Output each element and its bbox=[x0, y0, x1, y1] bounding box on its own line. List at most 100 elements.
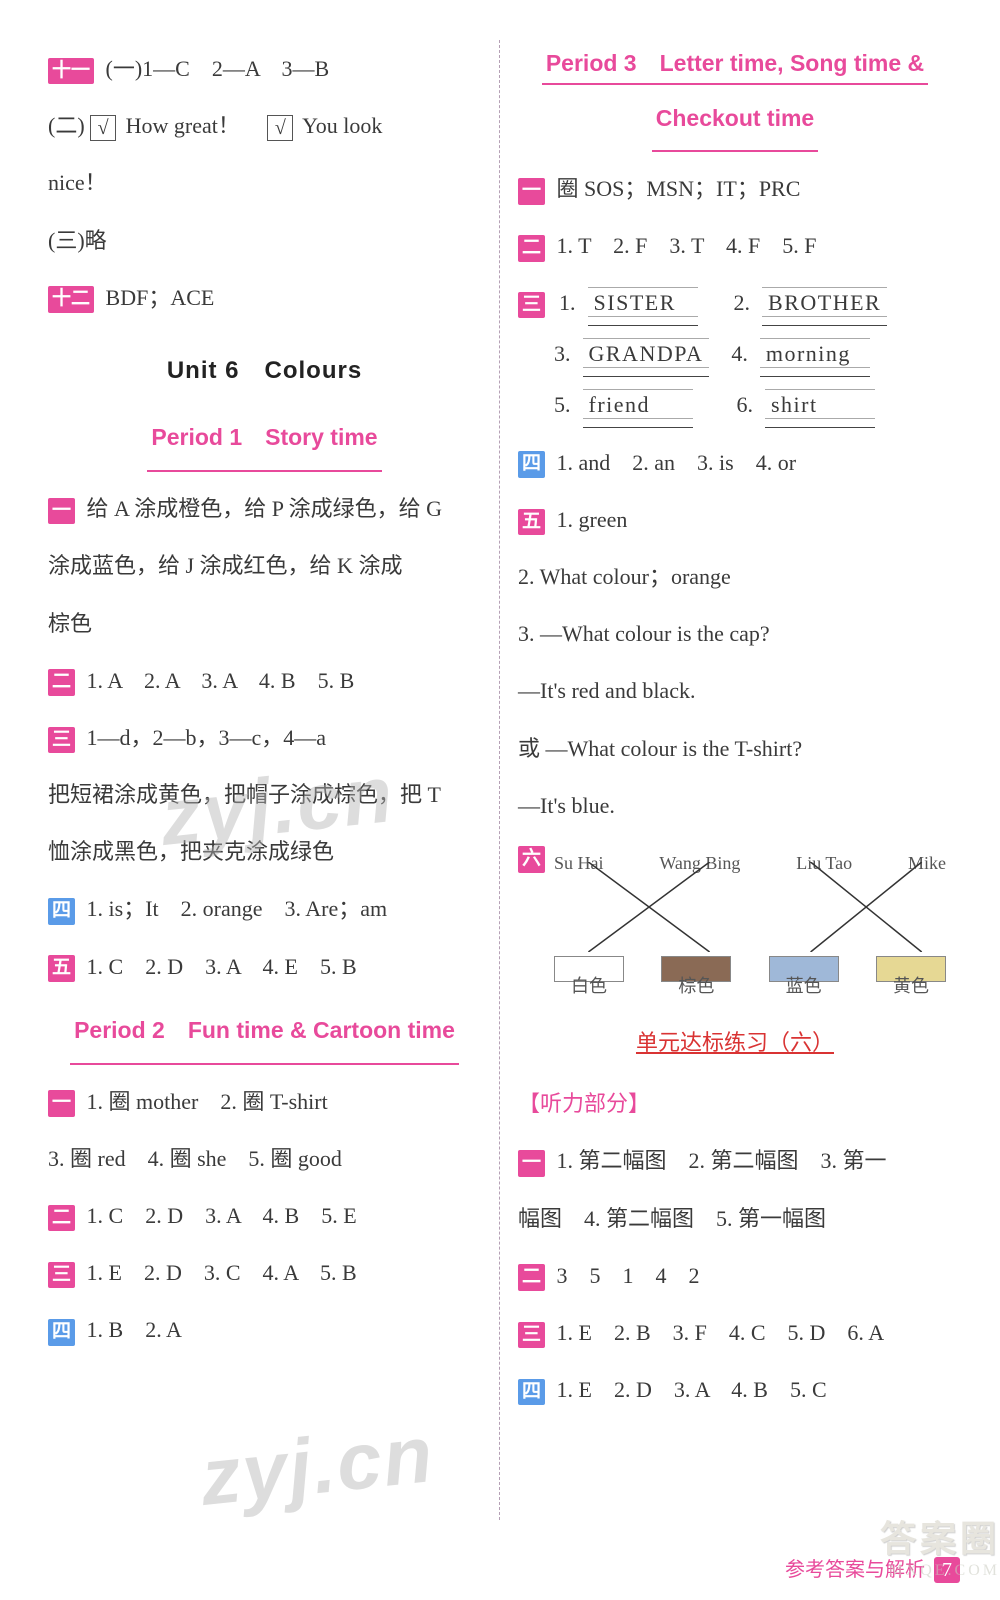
tag-5: 五 bbox=[518, 509, 545, 536]
label: (二) bbox=[48, 113, 85, 138]
text: How great！ bbox=[126, 113, 240, 138]
period-1-title: Period 1 Story time bbox=[147, 408, 381, 472]
tag-11: 十一 bbox=[48, 58, 94, 85]
text: 恤涂成黑色，把夹克涂成绿色 bbox=[48, 823, 481, 880]
tag-2: 二 bbox=[48, 1205, 75, 1232]
text: 把短裙涂成黄色，把帽子涂成棕色，把 T bbox=[48, 766, 481, 823]
text: 1—d，2—b，3—c，4—a bbox=[87, 725, 327, 750]
left-column: 十一 (一)1—C 2—A 3—B (二) √ How great！ √ You… bbox=[30, 40, 500, 1520]
t-q4: 四 1. E 2. D 3. A 4. B 5. C bbox=[518, 1361, 952, 1418]
p2-q1: 一 1. 圈 mother 2. 圈 T-shirt bbox=[48, 1073, 481, 1130]
text: 1. green bbox=[557, 507, 628, 532]
text: You look bbox=[302, 113, 382, 138]
tag-2: 二 bbox=[48, 669, 75, 696]
tag-6: 六 bbox=[518, 846, 545, 873]
text: 1. E 2. D 3. A 4. B 5. C bbox=[557, 1377, 827, 1402]
p1-q3: 三 1—d，2—b，3—c，4—a bbox=[48, 709, 481, 766]
period-2-title: Period 2 Fun time & Cartoon time bbox=[70, 1001, 459, 1065]
period-3-title-b: Checkout time bbox=[652, 89, 818, 153]
match-label: 蓝色 bbox=[769, 963, 839, 1010]
tag-2: 二 bbox=[518, 235, 545, 262]
handwriting: shirt bbox=[765, 383, 875, 428]
text: 1. C 2. D 3. A 4. B 5. E bbox=[87, 1203, 357, 1228]
t-q3: 三 1. E 2. B 3. F 4. C 5. D 6. A bbox=[518, 1304, 952, 1361]
text: 3 5 1 4 2 bbox=[557, 1263, 700, 1288]
num: 3. bbox=[554, 332, 571, 376]
text: 3. 圈 red 4. 圈 she 5. 圈 good bbox=[48, 1130, 481, 1187]
tag-1: 一 bbox=[518, 1150, 545, 1177]
corner-badge: 答案圈 MXQE.COM bbox=[850, 1510, 1000, 1600]
match-diagram: Su Hai Wang Bing Liu Tao Mike bbox=[548, 840, 952, 1010]
tag-12: 十二 bbox=[48, 286, 94, 313]
text: 涂成蓝色，给 J 涂成红色，给 K 涂成 bbox=[48, 537, 481, 594]
handwriting: GRANDPA bbox=[583, 332, 710, 377]
t-q2: 二 3 5 1 4 2 bbox=[518, 1247, 952, 1304]
tag-2: 二 bbox=[518, 1264, 545, 1291]
p1-q4: 四 1. is；It 2. orange 3. Are；am bbox=[48, 880, 481, 937]
text: 3. —What colour is the cap? bbox=[518, 605, 952, 662]
unit-test-title: 单元达标练习（六） bbox=[518, 1014, 952, 1071]
tag-3: 三 bbox=[518, 1322, 545, 1349]
p1-q1: 一 给 A 涂成橙色，给 P 涂成绿色，给 G bbox=[48, 480, 481, 537]
tag-4: 四 bbox=[48, 898, 75, 925]
tag-4: 四 bbox=[518, 1379, 545, 1406]
text: nice！ bbox=[48, 154, 481, 211]
handwriting: SISTER bbox=[588, 281, 698, 326]
text: 1. 第二幅图 2. 第二幅图 3. 第一 bbox=[557, 1148, 887, 1173]
match-lines bbox=[548, 862, 952, 952]
text: —It's blue. bbox=[518, 777, 952, 834]
text: 1. E 2. D 3. C 4. A 5. B bbox=[87, 1260, 357, 1285]
text: 1. C 2. D 3. A 4. E 5. B bbox=[87, 954, 357, 979]
checkbox-icon: √ bbox=[267, 115, 293, 141]
num: 6. bbox=[737, 383, 754, 427]
num: 1. bbox=[559, 281, 576, 325]
text: 幅图 4. 第二幅图 5. 第一幅图 bbox=[518, 1190, 952, 1247]
p1-q5: 五 1. C 2. D 3. A 4. E 5. B bbox=[48, 938, 481, 995]
text: 或 —What colour is the T-shirt? bbox=[518, 720, 952, 777]
tag-3: 三 bbox=[48, 727, 75, 754]
item-11: 十一 (一)1—C 2—A 3—B bbox=[48, 40, 481, 97]
right-column: Period 3 Letter time, Song time & Checko… bbox=[500, 40, 970, 1520]
p2-q2: 二 1. C 2. D 3. A 4. B 5. E bbox=[48, 1187, 481, 1244]
listening-section: 【听力部分】 bbox=[518, 1075, 952, 1132]
r-q5: 五 1. green bbox=[518, 491, 952, 548]
text: 1. and 2. an 3. is 4. or bbox=[557, 450, 797, 475]
t-q1: 一 1. 第二幅图 2. 第二幅图 3. 第一 bbox=[518, 1132, 952, 1189]
match-label: 黄色 bbox=[876, 963, 946, 1010]
handwriting: morning bbox=[760, 332, 870, 377]
tag-3: 三 bbox=[518, 292, 545, 319]
tag-1: 一 bbox=[48, 1090, 75, 1117]
r-q6: 六 Su Hai Wang Bing Liu Tao Mike bbox=[518, 840, 952, 1010]
item-11-3: (三)略 bbox=[48, 212, 481, 269]
text: 1. E 2. B 3. F 4. C 5. D 6. A bbox=[557, 1320, 885, 1345]
r-q3: 三 1. SISTER 2. BROTHER 3. GRANDPA 4. mor… bbox=[518, 281, 952, 428]
p2-q4: 四 1. B 2. A bbox=[48, 1301, 481, 1358]
match-label: 棕色 bbox=[661, 963, 731, 1010]
checkbox-icon: √ bbox=[90, 115, 116, 141]
p1-q2: 二 1. A 2. A 3. A 4. B 5. B bbox=[48, 652, 481, 709]
text: BDF；ACE bbox=[106, 285, 215, 310]
text: 2. What colour；orange bbox=[518, 548, 952, 605]
item-12: 十二 BDF；ACE bbox=[48, 269, 481, 326]
item-11-2: (二) √ How great！ √ You look bbox=[48, 97, 481, 154]
tag-4: 四 bbox=[48, 1319, 75, 1346]
text: 1. B 2. A bbox=[87, 1317, 182, 1342]
text: 1. is；It 2. orange 3. Are；am bbox=[87, 896, 388, 921]
period-3-title-a: Period 3 Letter time, Song time & bbox=[542, 46, 928, 85]
match-label: 白色 bbox=[554, 963, 624, 1010]
r-q2: 二 1. T 2. F 3. T 4. F 5. F bbox=[518, 217, 952, 274]
badge-url: MXQE.COM bbox=[850, 1562, 1000, 1580]
num: 2. bbox=[734, 281, 751, 325]
handwriting: friend bbox=[583, 383, 693, 428]
text: 给 A 涂成橙色，给 P 涂成绿色，给 G bbox=[87, 496, 442, 521]
r-q1: 一 圈 SOS；MSN；IT；PRC bbox=[518, 160, 952, 217]
tag-5: 五 bbox=[48, 955, 75, 982]
tag-1: 一 bbox=[518, 178, 545, 205]
text: 圈 SOS；MSN；IT；PRC bbox=[557, 176, 801, 201]
text: —It's red and black. bbox=[518, 662, 952, 719]
text: 棕色 bbox=[48, 595, 481, 652]
tag-3: 三 bbox=[48, 1262, 75, 1289]
handwriting: BROTHER bbox=[762, 281, 887, 326]
r-q4: 四 1. and 2. an 3. is 4. or bbox=[518, 434, 952, 491]
p2-q3: 三 1. E 2. D 3. C 4. A 5. B bbox=[48, 1244, 481, 1301]
